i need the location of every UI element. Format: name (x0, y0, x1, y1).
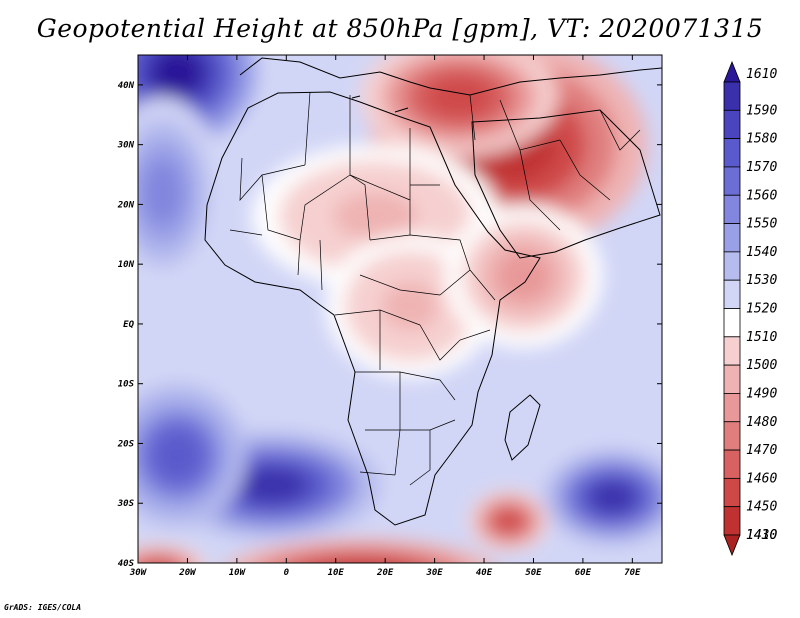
colorbar-label: 1530 (746, 273, 777, 288)
field-madagascar-low (495, 511, 523, 532)
longitude-ticks: 30W 20W 10W 0 10E 20E 30E 40E 50E 60E 70E (129, 55, 641, 578)
colorbar: 1610 1590 1580 1570 1560 1550 1540 1530 1520 1510… (723, 60, 777, 557)
colorbar-cap-bottom (723, 534, 741, 557)
colorbar-label: 1570 (746, 160, 777, 175)
lat-tick-label: 40N (118, 81, 135, 91)
colorbar-label: 1480 (746, 415, 777, 430)
colorbar-swatch (723, 194, 741, 224)
colorbar-swatch (723, 223, 741, 253)
mediterranean-islands (351, 95, 409, 113)
chart-title: Geopotential Height at 850hPa [gpm], VT:… (36, 14, 764, 43)
colorbar-label: 1510 (746, 330, 777, 345)
colorbar-label: 1560 (746, 188, 777, 203)
field-sahara-low (333, 191, 418, 241)
colorbar-label: 1460 (746, 471, 777, 486)
lat-tick-label: 20S (117, 439, 135, 449)
colorbar-swatch (723, 109, 741, 140)
colorbar-swatch (723, 449, 741, 479)
lat-tick-label: EQ (123, 320, 134, 330)
field-central-africa-low (381, 281, 439, 331)
field-southwest-low (138, 555, 183, 563)
field-south-atlantic-high-west (154, 431, 202, 480)
map-frame (137, 54, 663, 564)
colorbar-label: 1520 (746, 302, 777, 317)
field-features (138, 55, 662, 563)
latitude-ticks: 40N 30N 20N 10N EQ 10S 20S 30S 40S (117, 81, 662, 569)
field-heat-low-mediterranean-east (425, 76, 493, 118)
colorbar-cap-top (723, 60, 741, 83)
colorbar-label: 1470 (746, 443, 777, 458)
lon-tick-label: 30E (425, 568, 443, 578)
country-borders (229, 91, 641, 486)
colorbar-swatch (723, 138, 741, 168)
colorbar-swatch (723, 477, 741, 508)
lon-tick-label: 20E (376, 568, 394, 578)
field-north-atlantic-high (150, 55, 205, 98)
colorbar-label: 1550 (746, 217, 777, 232)
lon-tick-label: 40E (476, 568, 493, 578)
grads-credit: GrADS: IGES/COLA (4, 603, 82, 612)
lon-tick-label: 30W (129, 568, 148, 578)
middle-east-borders (469, 94, 641, 231)
lon-tick-label: 10E (328, 568, 345, 578)
colorbar-swatch (723, 364, 741, 394)
field-atlantic-high-north (142, 159, 183, 225)
colorbar-swatch (723, 308, 741, 338)
colorbar-swatch (723, 251, 741, 281)
map-axes: 30W 20W 10W 0 10E 20E 30E 40E 50E 60E 70E 40N 30N 20… (117, 54, 663, 578)
lon-tick-label: 0 (284, 568, 290, 578)
africa-coastline (204, 91, 541, 526)
colorbar-swatch (723, 166, 741, 196)
europe-coastline (239, 57, 662, 96)
southern-africa-borders (355, 371, 456, 486)
field-east-africa-low (496, 251, 551, 301)
colorbar-swatch (723, 421, 741, 451)
colorbar-label: 1580 (746, 132, 777, 147)
lat-tick-label: 10S (118, 380, 135, 390)
north-africa-borders (304, 91, 440, 235)
colorbar-label: 1450 (746, 500, 777, 515)
colorbar-swatch (723, 393, 741, 423)
colorbar-label: 1430 (746, 528, 777, 543)
lat-tick-label: 10N (118, 260, 135, 270)
colorbar-label: 1610 (746, 67, 777, 82)
central-africa-borders (334, 234, 496, 370)
madagascar-coastline (504, 394, 541, 461)
lon-tick-label: 20W (178, 568, 197, 578)
lat-tick-label: 30N (117, 141, 135, 151)
colorbar-swatch (723, 81, 741, 111)
colorbar-swatch (723, 279, 741, 309)
field-southwest-low (146, 560, 170, 563)
field-south-atlantic-high (234, 467, 309, 504)
coastlines (204, 57, 662, 526)
lat-tick-label: 40S (118, 559, 135, 569)
lat-tick-label: 30S (117, 499, 135, 509)
geopotential-field (138, 55, 662, 563)
lat-tick-label: 20N (117, 200, 135, 210)
field-indian-ocean-high (589, 481, 637, 514)
colorbar-swatch (723, 506, 741, 536)
colorbar-label: 1590 (746, 103, 777, 118)
colorbar-label: 1490 (746, 386, 777, 401)
colorbar-swatch (723, 336, 741, 366)
lon-tick-label: 70E (624, 568, 641, 578)
colorbar-label: 1410 (746, 528, 777, 543)
lon-tick-label: 10W (229, 568, 247, 578)
west-africa-borders (229, 157, 371, 291)
colorbar-label: 1540 (746, 245, 777, 260)
colorbar-label: 1500 (746, 358, 777, 373)
lon-tick-label: 60E (575, 568, 592, 578)
field-southern-ocean-low (298, 554, 423, 563)
lon-tick-label: 50E (525, 568, 542, 578)
arabia-coastline (471, 109, 661, 259)
